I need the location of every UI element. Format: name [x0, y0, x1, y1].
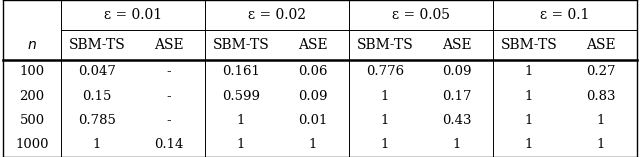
- Text: ε = 0.05: ε = 0.05: [392, 8, 450, 22]
- Text: -: -: [166, 90, 171, 103]
- Text: SBM-TS: SBM-TS: [500, 38, 557, 52]
- Text: SBM-TS: SBM-TS: [356, 38, 413, 52]
- Text: SBM-TS: SBM-TS: [212, 38, 269, 52]
- Text: -: -: [166, 65, 171, 78]
- Text: SBM-TS: SBM-TS: [68, 38, 125, 52]
- Text: 0.047: 0.047: [78, 65, 116, 78]
- Text: 1: 1: [525, 65, 533, 78]
- Text: ASE: ASE: [154, 38, 184, 52]
- Text: 0.43: 0.43: [442, 114, 472, 127]
- Text: 1: 1: [237, 138, 245, 151]
- Text: 0.17: 0.17: [442, 90, 472, 103]
- Text: 500: 500: [19, 114, 45, 127]
- Text: 1: 1: [525, 90, 533, 103]
- Text: 100: 100: [19, 65, 45, 78]
- Text: 1: 1: [93, 138, 101, 151]
- Text: 0.09: 0.09: [442, 65, 472, 78]
- Text: 1: 1: [525, 114, 533, 127]
- Text: 0.161: 0.161: [222, 65, 260, 78]
- Text: 1: 1: [596, 138, 605, 151]
- Text: 0.15: 0.15: [82, 90, 111, 103]
- Text: 1000: 1000: [15, 138, 49, 151]
- Text: 0.785: 0.785: [78, 114, 116, 127]
- Text: 1: 1: [237, 114, 245, 127]
- Text: 0.27: 0.27: [586, 65, 616, 78]
- Text: ASE: ASE: [586, 38, 616, 52]
- Text: 1: 1: [525, 138, 533, 151]
- Text: ε = 0.01: ε = 0.01: [104, 8, 162, 22]
- Text: 1: 1: [308, 138, 317, 151]
- Text: ASE: ASE: [442, 38, 472, 52]
- Text: ε = 0.1: ε = 0.1: [540, 8, 589, 22]
- Text: 0.01: 0.01: [298, 114, 328, 127]
- Text: 200: 200: [19, 90, 45, 103]
- Text: 0.06: 0.06: [298, 65, 328, 78]
- Text: 1: 1: [381, 138, 389, 151]
- Text: 0.83: 0.83: [586, 90, 616, 103]
- Text: 1: 1: [596, 114, 605, 127]
- Text: 0.14: 0.14: [154, 138, 184, 151]
- Text: $n$: $n$: [27, 38, 37, 52]
- Text: ε = 0.02: ε = 0.02: [248, 8, 306, 22]
- Text: 0.599: 0.599: [222, 90, 260, 103]
- Text: -: -: [166, 114, 171, 127]
- Text: 0.776: 0.776: [365, 65, 404, 78]
- Text: 1: 1: [381, 114, 389, 127]
- Text: ASE: ASE: [298, 38, 328, 52]
- Text: 1: 1: [452, 138, 461, 151]
- Text: 1: 1: [381, 90, 389, 103]
- Text: 0.09: 0.09: [298, 90, 328, 103]
